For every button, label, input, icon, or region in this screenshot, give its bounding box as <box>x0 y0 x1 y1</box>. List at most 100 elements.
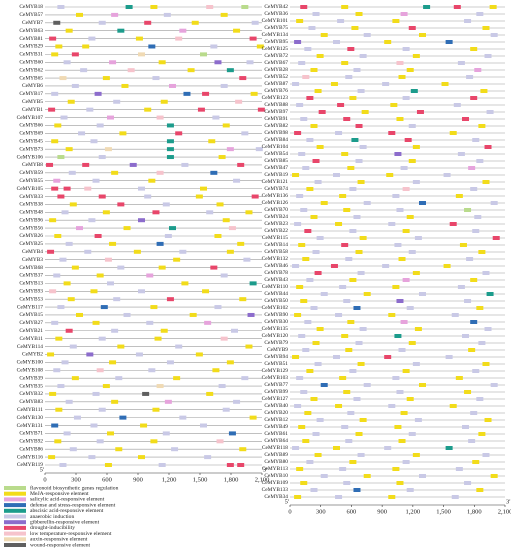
cis-element <box>47 352 55 357</box>
cis-element <box>298 334 306 338</box>
cis-element <box>102 384 110 389</box>
cis-element <box>453 103 461 107</box>
cis-element <box>443 173 451 177</box>
cis-element <box>459 243 467 247</box>
cis-element <box>98 20 106 25</box>
cis-element <box>355 432 363 436</box>
cis-element <box>226 360 234 365</box>
gene-name: CeMYB113 <box>262 466 288 472</box>
cis-element <box>314 89 322 93</box>
gene-name: CeMYB127 <box>262 396 289 402</box>
cis-element <box>464 19 472 23</box>
cis-element <box>363 474 371 478</box>
cis-element <box>249 281 257 286</box>
cis-element <box>144 20 152 25</box>
cis-element <box>204 320 212 325</box>
gene-name: CeMYB5 <box>22 99 43 105</box>
cis-element <box>123 312 131 317</box>
cis-element <box>216 202 224 207</box>
cis-element <box>214 234 222 238</box>
gene-name: CeMYB1 <box>22 107 43 113</box>
cis-element <box>57 155 65 160</box>
gene-name: CeMYB28 <box>264 67 288 73</box>
gene-name: CeMYB80 <box>264 459 288 465</box>
cis-element <box>470 278 478 282</box>
cis-element <box>294 404 302 408</box>
gene-name: CeMYB103 <box>262 375 289 381</box>
cis-element <box>406 397 414 401</box>
cis-element <box>98 336 106 341</box>
cis-element <box>158 463 166 467</box>
cis-element <box>392 467 400 471</box>
cis-element <box>318 110 326 114</box>
cis-element <box>210 44 218 49</box>
cis-element <box>396 208 404 212</box>
x-tick-label: 0 <box>43 476 46 483</box>
cis-element <box>347 320 355 324</box>
gene-name: CeMYB21 <box>19 328 43 334</box>
cis-element <box>474 68 482 72</box>
cis-element <box>51 423 59 428</box>
cis-element <box>175 344 183 349</box>
cis-element <box>294 222 302 226</box>
cis-element <box>341 5 349 9</box>
gene-name: CeMYB135 <box>262 326 289 332</box>
gene-name: CeMYB130 <box>17 415 44 421</box>
cis-element <box>245 210 253 215</box>
cis-element <box>400 166 408 170</box>
gene-name: CeMYB44 <box>264 291 288 297</box>
cis-element <box>355 12 363 16</box>
axis-start-label: 5' <box>285 498 289 505</box>
cis-element <box>235 99 243 104</box>
gene-name: CeMYB118 <box>262 445 288 451</box>
cis-element <box>396 481 404 485</box>
cis-element <box>86 352 94 357</box>
cis-element <box>451 313 459 317</box>
cis-element <box>88 36 96 41</box>
cis-element <box>300 208 308 212</box>
cis-element <box>51 139 59 144</box>
cis-element <box>408 432 416 436</box>
cis-element <box>144 107 152 112</box>
cis-element <box>250 91 258 96</box>
cis-element <box>400 411 408 415</box>
cis-element <box>388 495 396 499</box>
cis-element <box>406 68 414 72</box>
cis-element <box>206 210 214 215</box>
cis-element <box>476 397 484 401</box>
cis-element <box>347 411 355 415</box>
cis-element <box>59 257 67 262</box>
cis-element <box>320 33 328 37</box>
gene-name: CeMYB88 <box>264 102 288 108</box>
cis-element <box>148 178 156 183</box>
axis-end-label: 3' <box>506 498 510 505</box>
cis-element <box>464 299 472 303</box>
cis-element <box>392 376 400 380</box>
cis-element <box>92 178 100 183</box>
cis-element <box>80 68 88 73</box>
gene-name: CeMYB45 <box>19 138 43 144</box>
cis-element <box>474 215 482 219</box>
cis-element <box>210 170 218 175</box>
cis-element <box>206 5 214 9</box>
cis-element <box>357 453 365 457</box>
cis-element <box>388 313 396 317</box>
gene-name: CeMYB66 <box>19 123 43 129</box>
cis-element <box>462 117 469 121</box>
cis-element <box>343 299 351 303</box>
cis-element <box>296 194 304 198</box>
cis-element <box>57 5 65 9</box>
cis-element <box>484 54 492 58</box>
cis-element <box>357 89 365 93</box>
cis-element <box>117 344 125 349</box>
cis-element <box>345 439 353 443</box>
x-tick-label: 600 <box>347 508 357 515</box>
cis-element <box>312 432 320 436</box>
cis-element <box>166 123 174 128</box>
cis-element <box>104 463 112 467</box>
cis-element <box>351 26 359 30</box>
cis-element <box>181 162 189 167</box>
cis-element <box>169 83 176 88</box>
cis-element <box>306 278 314 282</box>
cis-element <box>296 376 304 380</box>
